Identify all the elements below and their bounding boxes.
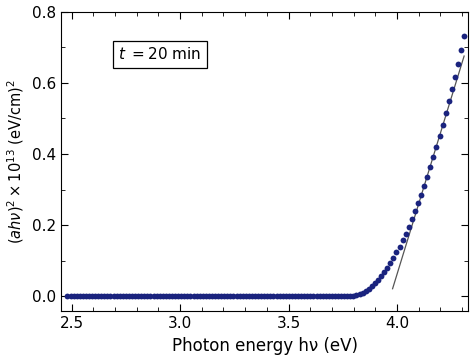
- Text: $\mathit{t}\ = 20$ min: $\mathit{t}\ = 20$ min: [118, 47, 201, 62]
- X-axis label: Photon energy hν (eV): Photon energy hν (eV): [172, 338, 358, 356]
- Y-axis label: $\mathit{(ah\nu)^2} \times 10^{13}\ \mathrm{(eV/cm)^2}$: $\mathit{(ah\nu)^2} \times 10^{13}\ \mat…: [6, 79, 26, 244]
